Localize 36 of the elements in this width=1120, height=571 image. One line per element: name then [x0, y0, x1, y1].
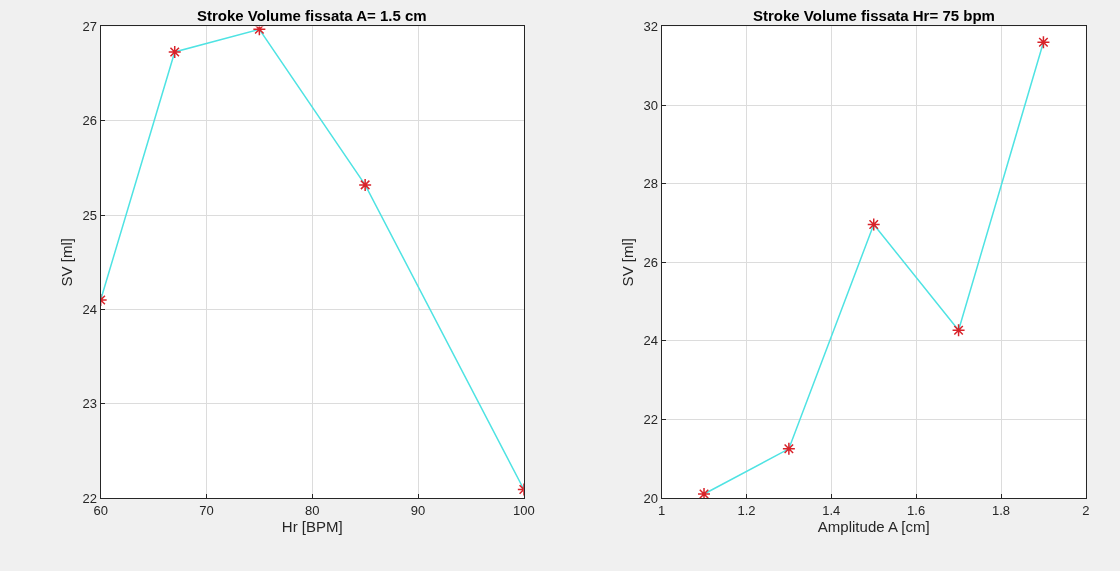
y-tick-label: 27	[82, 19, 98, 35]
point	[782, 442, 796, 456]
y-tick-label: 32	[643, 19, 658, 35]
y-axis-title: SV [ml]	[618, 238, 636, 287]
x-tick-label: 1.2	[737, 502, 756, 518]
y-tick-label: 23	[82, 396, 98, 412]
x-tick-label: 2	[1082, 502, 1090, 518]
y-tick-label: 28	[643, 176, 658, 192]
x-tick-label: 1.6	[907, 502, 926, 518]
x-axis-title: Hr [BPM]	[281, 517, 343, 535]
y-tick-label: 26	[643, 254, 658, 270]
y-tick-label: 22	[643, 411, 658, 427]
y-tick-label: 24	[643, 333, 658, 349]
point	[252, 26, 267, 37]
y-axis-title: SV [ml]	[57, 238, 75, 287]
chart-title: Stroke Volume fissata Hr= 75 bpm	[753, 7, 995, 24]
point	[167, 45, 182, 59]
x-tick-label: 90	[410, 502, 426, 518]
x-axis-title: Amplitude A [cm]	[817, 517, 930, 535]
y-tick-label: 26	[82, 113, 98, 129]
x-tick-label: 1	[657, 502, 666, 518]
point	[697, 487, 711, 498]
point	[1036, 35, 1051, 49]
x-tick-label: 1.8	[991, 502, 1011, 518]
x-tick-label: 1.4	[822, 502, 841, 518]
point	[358, 178, 372, 192]
x-tick-label: 100	[512, 502, 535, 518]
x-tick-label: 70	[199, 502, 214, 518]
point	[866, 217, 881, 232]
y-tick-label: 20	[643, 490, 658, 506]
point	[951, 323, 966, 337]
chart-title: Stroke Volume fissata A= 1.5 cm	[197, 7, 427, 24]
x-tick-label: 80	[305, 502, 320, 518]
y-tick-label: 30	[643, 97, 658, 113]
y-tick-label: 24	[82, 301, 98, 317]
y-tick-label: 25	[82, 207, 98, 223]
